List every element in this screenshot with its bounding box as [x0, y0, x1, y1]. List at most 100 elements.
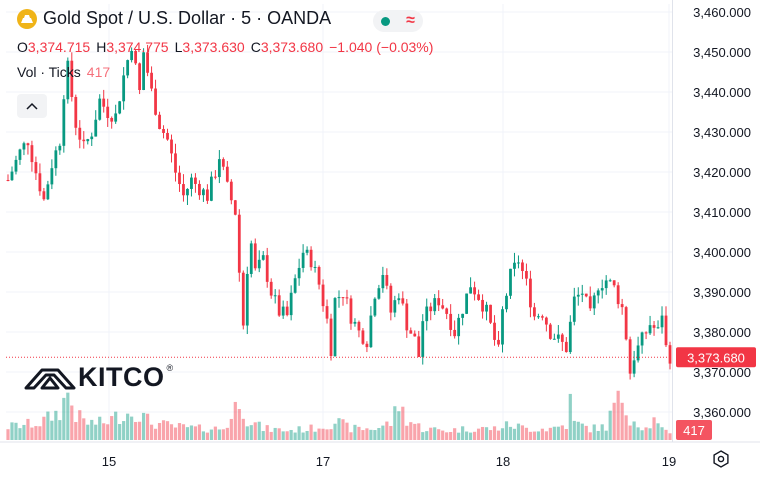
candle-body	[644, 332, 648, 334]
candle-body	[449, 313, 453, 330]
volume-bar	[652, 417, 656, 440]
candle-body	[10, 171, 14, 181]
gear-icon	[713, 450, 729, 468]
volume-bar	[385, 421, 389, 440]
candle-body	[572, 296, 576, 322]
candle-body	[361, 330, 365, 344]
candle-body	[560, 334, 564, 342]
time-tick-label: 18	[496, 454, 510, 469]
volume-bar	[22, 424, 26, 440]
candle-body	[162, 129, 165, 133]
candle-body	[321, 284, 325, 307]
volume-bar	[349, 432, 353, 440]
candle-body	[174, 153, 177, 173]
kitco-logo: KITCO ®	[24, 362, 174, 393]
candle-body	[548, 324, 552, 339]
candle-body	[333, 298, 337, 356]
candle-body	[142, 52, 145, 91]
volume-bar	[110, 416, 114, 440]
candle-body	[301, 252, 305, 268]
candle-body	[369, 315, 373, 348]
volume-bar	[309, 424, 313, 440]
volume-bar	[620, 402, 624, 440]
volume-bar	[373, 430, 377, 440]
candle-body	[237, 214, 241, 273]
candle-body	[138, 63, 141, 91]
volume-bar	[524, 427, 529, 440]
time-tick-label: 19	[662, 454, 676, 469]
candle-body	[648, 325, 652, 334]
candle-body	[14, 159, 18, 172]
candle-body	[150, 72, 153, 89]
volume-bar	[321, 428, 325, 440]
chevron-up-icon	[26, 102, 38, 110]
volume-bar	[632, 421, 636, 440]
price-tick-label: 3,360.000	[693, 405, 751, 420]
volume-bar	[476, 428, 481, 440]
candle-body	[469, 287, 472, 294]
volume-bar	[644, 427, 648, 440]
price-tick-label: 3,420.000	[693, 165, 751, 180]
candle-body	[106, 106, 110, 118]
candle-body	[102, 98, 106, 107]
volume-label: Vol · Ticks	[17, 64, 81, 80]
market-status[interactable]: ≈	[373, 10, 423, 32]
candle-body	[26, 143, 30, 146]
candle-body	[596, 290, 600, 296]
candle-body	[178, 172, 181, 185]
candle-body	[437, 298, 441, 306]
high-value: 3,374.775	[106, 39, 169, 55]
candle-body	[576, 294, 580, 297]
volume-bar	[26, 418, 30, 440]
collapse-legend-button[interactable]	[17, 94, 47, 118]
candle-body	[632, 360, 636, 374]
volume-bar	[86, 424, 90, 440]
volume-bar	[472, 431, 477, 440]
volume-bar	[6, 429, 10, 440]
candle-body	[265, 255, 269, 282]
volume-bar	[118, 424, 122, 440]
candle-body	[668, 345, 672, 364]
volume-bar	[660, 427, 664, 440]
settings-button[interactable]	[712, 450, 730, 473]
volume-bar	[94, 424, 98, 440]
volume-bar	[269, 431, 273, 440]
volume-bar	[516, 423, 521, 440]
volume-bar	[157, 422, 162, 440]
candle-body	[90, 136, 94, 140]
volume-bar	[237, 409, 241, 440]
candle-body	[54, 150, 58, 169]
volume-bar	[552, 426, 556, 440]
volume-bar	[337, 418, 341, 440]
candle-body	[30, 145, 34, 163]
candle-body	[114, 113, 118, 122]
volume-bar	[492, 426, 497, 440]
candle-body	[401, 298, 405, 304]
volume-bar	[46, 411, 50, 440]
candle-body	[433, 298, 437, 312]
volume-bar	[480, 426, 485, 440]
volume-bar	[297, 426, 301, 440]
volume-bar	[201, 431, 206, 440]
volume-bar	[149, 424, 154, 440]
volume-legend[interactable]: Vol · Ticks 417	[17, 64, 110, 80]
open-label: O	[17, 39, 28, 55]
close-value: 3,373.680	[260, 39, 324, 55]
candle-body	[126, 60, 130, 76]
candle-body	[505, 295, 508, 310]
kitco-mark-icon	[24, 368, 76, 389]
volume-bar	[265, 425, 269, 440]
candle-body	[58, 145, 62, 151]
candle-body	[461, 313, 465, 318]
candle-body	[313, 266, 317, 268]
candle-body	[636, 345, 640, 361]
last-volume-badge	[676, 420, 712, 440]
candle-body	[293, 278, 297, 293]
volume-bar	[668, 433, 672, 440]
symbol-header[interactable]: Gold Spot / U.S. Dollar · 5 · OANDA	[17, 8, 331, 29]
candle-body	[445, 308, 449, 314]
volume-bar	[229, 418, 233, 440]
volume-bar	[138, 421, 142, 440]
candle-body	[616, 285, 620, 305]
